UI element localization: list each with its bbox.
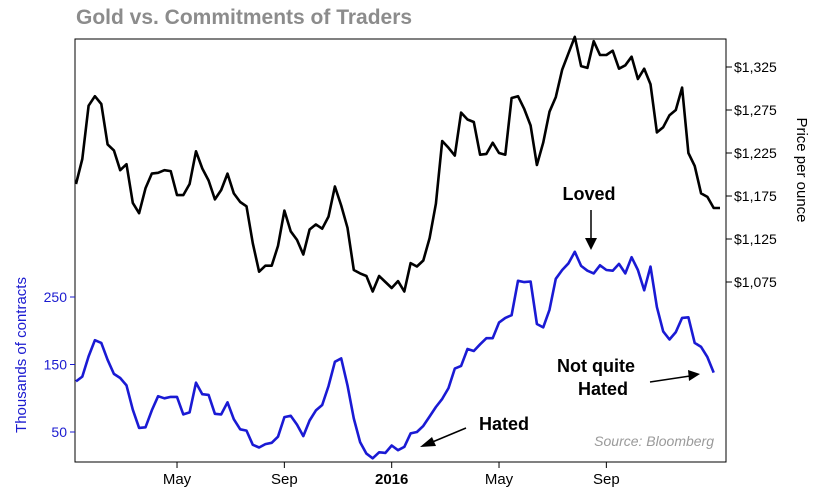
- y-axis-right-label: Price per ounce: [793, 117, 810, 222]
- source-label: Source: Bloomberg: [594, 433, 714, 449]
- y-right-tick-label: $1,225: [734, 145, 777, 161]
- arrowhead-hated: [420, 437, 436, 447]
- annotation-hated: Hated: [479, 414, 529, 434]
- x-tick-label: May: [163, 471, 192, 488]
- y-right-tick-label: $1,325: [734, 59, 777, 75]
- x-axis: May Sep 2016 May Sep: [163, 462, 620, 488]
- annotation-not-quite: Not quite: [557, 356, 635, 376]
- y-right-tick-label: $1,075: [734, 274, 777, 290]
- cot-line: [75, 250, 715, 460]
- y-left-tick-label: 150: [44, 357, 68, 373]
- y-right-tick-label: $1,175: [734, 188, 777, 204]
- arrowhead-not-quite-hated: [688, 370, 700, 381]
- x-tick-label: 2016: [375, 471, 408, 488]
- y-axis-left: 50 150 250: [44, 289, 75, 440]
- y-right-tick-label: $1,125: [734, 231, 777, 247]
- x-tick-label: Sep: [271, 471, 298, 488]
- x-tick-label: Sep: [593, 471, 620, 488]
- arrowhead-loved: [585, 238, 597, 250]
- y-right-tick-label: $1,275: [734, 102, 777, 118]
- y-left-tick-label: 50: [51, 424, 67, 440]
- y-left-tick-label: 250: [44, 289, 68, 305]
- x-tick-label: May: [485, 471, 514, 488]
- annotation-not-quite-hated: Hated: [578, 379, 628, 399]
- gold-price-line: [74, 35, 720, 293]
- chart-title: Gold vs. Commitments of Traders: [76, 6, 413, 29]
- plot-frame: [74, 38, 727, 463]
- arrow-hated: [429, 427, 467, 444]
- y-axis-left-label: Thousands of contracts: [13, 277, 30, 433]
- y-axis-right: $1,075 $1,125 $1,175 $1,225 $1,275 $1,325: [726, 59, 777, 290]
- arrow-not-quite-hated: [649, 375, 691, 383]
- annotation-loved: Loved: [562, 184, 615, 204]
